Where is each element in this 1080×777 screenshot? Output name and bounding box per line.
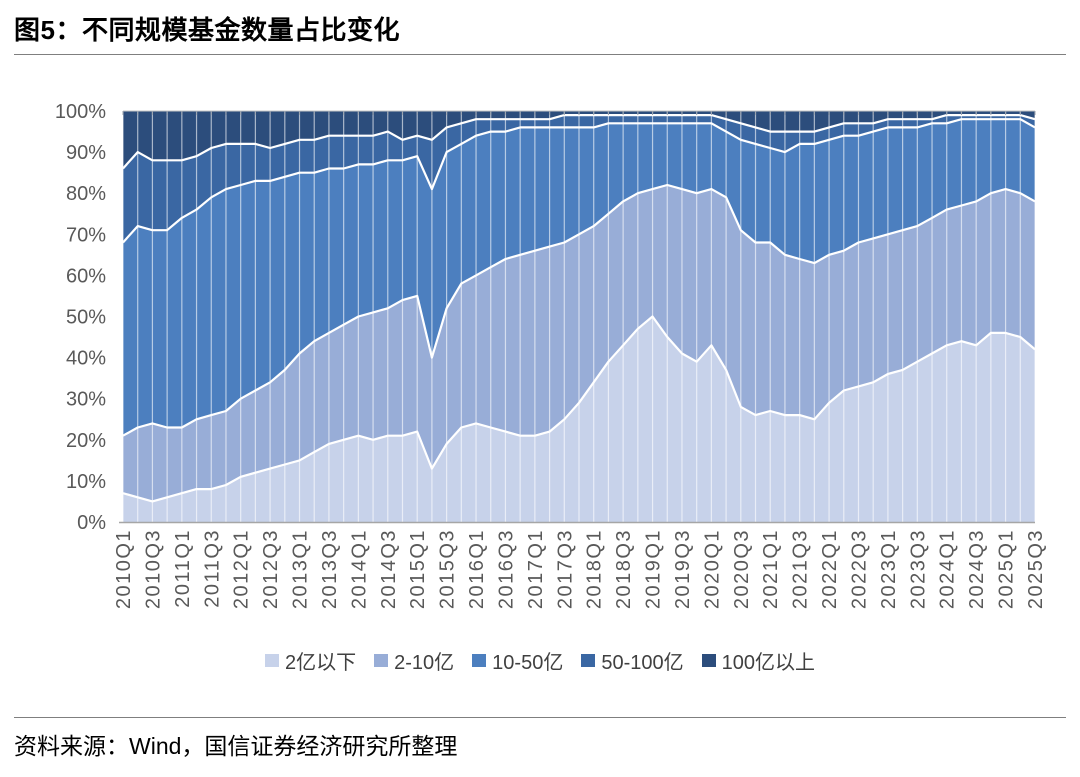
legend-item-10-50yi: 10-50亿 — [472, 646, 563, 675]
x-tick-label: 2025Q3 — [1025, 529, 1047, 609]
legend-swatch-over-100yi — [701, 654, 716, 667]
y-tick-label: 90% — [66, 142, 106, 164]
x-tick-label: 2015Q1 — [407, 529, 429, 609]
area-series-4 — [123, 111, 1035, 169]
y-tick-label: 70% — [66, 224, 106, 246]
y-tick-label: 100% — [55, 101, 106, 123]
x-tick-label: 2012Q1 — [231, 529, 253, 609]
legend-label: 2亿以下 — [285, 652, 357, 674]
x-tick-label: 2011Q3 — [201, 529, 223, 608]
x-tick-label: 2019Q3 — [672, 529, 694, 609]
y-tick-label: 20% — [66, 430, 106, 452]
legend-label: 50-100亿 — [601, 652, 684, 674]
x-tick-label: 2024Q1 — [937, 529, 959, 609]
legend-label: 100亿以上 — [721, 652, 815, 674]
legend-item-2-10yi: 2-10亿 — [374, 646, 454, 675]
x-tick-label: 2016Q1 — [466, 529, 488, 609]
legend-swatch-2-10yi — [374, 654, 389, 667]
figure-source: 资料来源：Wind，国信证券经济研究所整理 — [14, 733, 458, 759]
x-tick-label: 2013Q1 — [290, 529, 312, 609]
legend-swatch-10-50yi — [472, 654, 487, 667]
y-tick-label: 50% — [66, 307, 106, 329]
y-tick-label: 0% — [77, 512, 106, 534]
series-boundary-line-1 — [122, 183, 1036, 437]
x-tick-label: 2011Q1 — [172, 529, 194, 608]
legend-label: 2-10亿 — [394, 652, 455, 674]
x-tick-label: 2010Q1 — [113, 529, 135, 609]
y-tick-label: 30% — [66, 389, 106, 411]
series-boundary-line-2 — [122, 118, 1036, 244]
legend-swatch-under-2yi — [265, 654, 280, 667]
x-tick-label: 2023Q1 — [878, 529, 900, 609]
x-tick-label: 2024Q3 — [966, 529, 988, 609]
x-tick-label: 2021Q1 — [760, 529, 782, 609]
x-tick-label: 2016Q3 — [495, 529, 517, 609]
title-divider — [14, 54, 1066, 55]
legend-item-50-100yi: 50-100亿 — [581, 646, 684, 675]
x-tick-label: 2018Q3 — [613, 529, 635, 609]
x-tick-label: 2017Q3 — [554, 529, 576, 609]
x-tick-label: 2022Q1 — [819, 529, 841, 609]
x-tick-label: 2015Q3 — [437, 529, 459, 609]
x-tick-label: 2020Q1 — [701, 529, 723, 609]
legend-swatch-50-100yi — [581, 654, 596, 667]
y-tick-label: 60% — [66, 265, 106, 287]
x-tick-label: 2014Q3 — [378, 529, 400, 609]
x-tick-label: 2023Q3 — [907, 529, 929, 609]
y-tick-label: 10% — [66, 471, 106, 493]
legend-item-over-100yi: 100亿以上 — [701, 646, 815, 675]
x-tick-label: 2025Q1 — [996, 529, 1018, 609]
series-boundary-line-0 — [122, 315, 1036, 503]
x-tick-label: 2020Q3 — [731, 529, 753, 609]
x-tick-label: 2017Q1 — [525, 529, 547, 609]
area-series-2 — [123, 119, 1035, 436]
y-tick-label: 40% — [66, 348, 106, 370]
figure-title: 图5：不同规模基金数量占比变化 — [14, 15, 400, 45]
source-divider — [14, 717, 1066, 718]
x-tick-label: 2010Q3 — [142, 529, 164, 609]
x-tick-label: 2014Q1 — [348, 529, 370, 609]
x-tick-label: 2019Q1 — [643, 529, 665, 609]
x-tick-label: 2013Q3 — [319, 529, 341, 609]
chart-legend: 2亿以下 2-10亿 10-50亿 50-100亿 100亿以上 — [0, 646, 1080, 675]
legend-item-under-2yi: 2亿以下 — [265, 646, 356, 675]
x-tick-label: 2012Q3 — [260, 529, 282, 609]
series-boundary-line-3 — [122, 113, 1036, 170]
x-tick-label: 2018Q1 — [584, 529, 606, 609]
x-tick-label: 2022Q3 — [848, 529, 870, 609]
x-tick-label: 2021Q3 — [790, 529, 812, 609]
legend-label: 10-50亿 — [492, 652, 564, 674]
y-tick-label: 80% — [66, 183, 106, 205]
area-series-3 — [123, 115, 1035, 243]
